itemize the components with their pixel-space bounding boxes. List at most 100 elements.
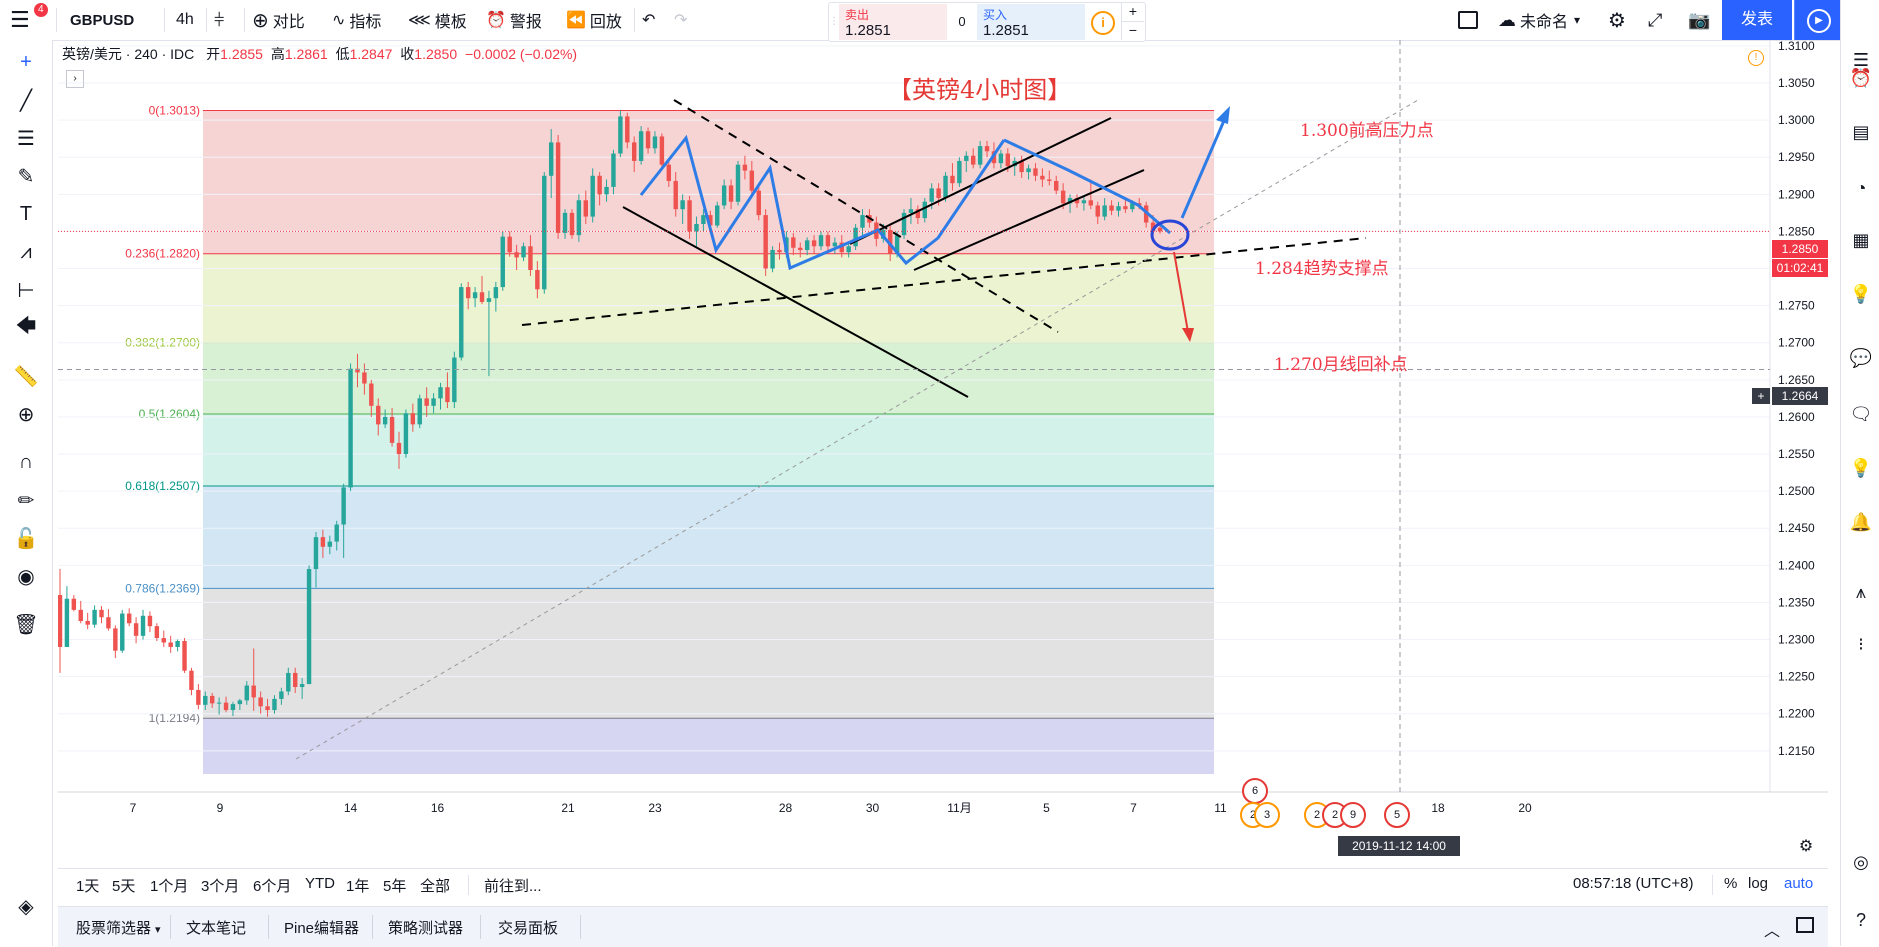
zoom-in-icon[interactable]: ⊕ xyxy=(17,403,35,426)
layout-button[interactable] xyxy=(1458,0,1478,40)
range-button-1m[interactable]: 1个月 xyxy=(150,878,189,895)
annotation-support[interactable]: 1.284趋势支撑点 xyxy=(1255,259,1389,279)
ruler-icon[interactable]: 📏 xyxy=(13,365,39,388)
collapse-panel-button[interactable]: ︿ xyxy=(1764,917,1780,941)
wave-path-2[interactable] xyxy=(1003,138,1171,235)
trading-icon[interactable]: ⩚ xyxy=(1855,581,1867,602)
watchlist-icon[interactable]: ☰ xyxy=(1852,49,1870,70)
range-button-ytd[interactable]: YTD xyxy=(305,875,335,892)
fullscreen-button[interactable]: ⤢ xyxy=(1648,0,1662,40)
layers-icon[interactable]: ◈ xyxy=(18,895,34,918)
alert-button[interactable]: ⏰ 警报 xyxy=(486,0,542,40)
magnet-icon[interactable]: ∩ xyxy=(18,450,34,473)
crosshair-icon[interactable]: + xyxy=(20,50,32,73)
add-alert-plus-icon[interactable]: + xyxy=(1752,388,1770,404)
range-button-3m[interactable]: 3个月 xyxy=(201,878,240,895)
annotation-monthly-gap[interactable]: 1.270月线回补点 xyxy=(1274,355,1408,375)
range-button-6m[interactable]: 6个月 xyxy=(253,878,292,895)
support-circle[interactable] xyxy=(1150,219,1190,251)
info-icon[interactable]: i xyxy=(1091,11,1115,35)
legend-expand-button[interactable]: › xyxy=(66,70,84,88)
templates-button[interactable]: ⋘ 模板 xyxy=(408,0,467,40)
goto-date-button[interactable]: 前往到... xyxy=(484,878,542,895)
fib-retracement-icon[interactable]: ☰ xyxy=(17,127,35,150)
trend-line-icon[interactable]: ╱ xyxy=(19,89,33,112)
range-button-1d[interactable]: 1天 xyxy=(76,878,100,895)
symbol-search[interactable]: GBPUSD xyxy=(70,11,135,29)
uptrend-channel-upper[interactable] xyxy=(849,117,1112,245)
sell-button[interactable]: 卖出 1.2851 xyxy=(839,4,947,40)
interval-button[interactable]: 4h xyxy=(176,11,194,28)
range-button-1y[interactable]: 1年 xyxy=(346,878,370,895)
arrow-back-icon[interactable]: 🡄 xyxy=(15,315,37,337)
percent-scale-button[interactable]: % xyxy=(1724,875,1738,892)
menu-button[interactable]: ☰ 4 xyxy=(10,0,48,40)
uptrend-channel-lower[interactable] xyxy=(913,169,1145,271)
arrow-down-line[interactable] xyxy=(1173,251,1189,333)
event-badge[interactable]: 3 xyxy=(1254,802,1280,828)
help-icon[interactable]: ? xyxy=(1855,909,1866,930)
long-term-support-line[interactable] xyxy=(295,99,1419,760)
lock-icon[interactable]: 🔓 xyxy=(13,527,39,550)
brush-icon[interactable]: ✎ xyxy=(17,165,35,188)
redo-button[interactable]: ↷ xyxy=(674,0,687,40)
tab-pine-editor[interactable]: Pine编辑器 xyxy=(284,920,360,937)
chat-icon[interactable]: 💬 xyxy=(1849,347,1873,368)
wave-path-1[interactable] xyxy=(639,134,1006,271)
chart-settings-gear-icon[interactable]: ⚙ xyxy=(1798,838,1814,855)
event-badge[interactable]: 9 xyxy=(1340,802,1366,828)
publish-button[interactable]: 发表 xyxy=(1722,0,1792,40)
dom-icon[interactable]: ⁝ xyxy=(1858,633,1864,654)
indicators-button[interactable]: ∿ 指标 xyxy=(332,0,381,40)
hotlist-icon[interactable]: ◔ xyxy=(1855,177,1867,198)
support-trendline[interactable] xyxy=(521,237,1367,326)
tab-stock-screener[interactable]: 股票筛选器 ▾ xyxy=(76,917,161,938)
drawings[interactable] xyxy=(295,99,1419,760)
tab-text-notes[interactable]: 文本笔记 xyxy=(186,920,247,937)
settings-button[interactable]: ⚙ xyxy=(1608,0,1626,40)
range-button-5y[interactable]: 5年 xyxy=(383,878,407,895)
messages-icon[interactable]: 🗨 xyxy=(1849,403,1873,424)
drag-handle-icon[interactable]: ⋮ xyxy=(829,16,839,27)
notification-bell-icon[interactable]: 🔔 xyxy=(1849,511,1873,532)
event-badge[interactable]: 5 xyxy=(1384,802,1410,828)
brand-icon[interactable]: ◎ xyxy=(1853,851,1869,872)
chart-area[interactable]: 0(1.3013) 0.236(1.2820) 0.382(1.2700) 0.5(1… xyxy=(58,40,1828,856)
log-scale-button[interactable]: log xyxy=(1748,875,1769,892)
idea-stream-icon[interactable]: 💡 xyxy=(1849,457,1873,478)
chart-style-button[interactable]: ⫩ xyxy=(214,0,224,40)
save-layout-button[interactable]: ☁ 未命名 ▾ xyxy=(1498,0,1580,40)
lock-drawing-icon[interactable]: ✏ xyxy=(17,489,35,512)
plus-icon[interactable]: + xyxy=(1121,3,1144,21)
event-badge[interactable]: 6 xyxy=(1242,778,1268,804)
tab-strategy-tester[interactable]: 策略测试器 xyxy=(388,920,464,937)
annotation-resistance[interactable]: 1.300前高压力点 xyxy=(1300,121,1434,141)
range-button-5d[interactable]: 5天 xyxy=(112,878,136,895)
text-icon[interactable]: T xyxy=(19,202,33,225)
symbol-title[interactable]: 英镑/美元 · 240 · IDC xyxy=(62,46,195,62)
clock-timezone[interactable]: 08:57:18 (UTC+8) xyxy=(1573,875,1694,892)
compare-button[interactable]: ⊕ 对比 xyxy=(252,0,305,40)
undo-button[interactable]: ↶ xyxy=(642,0,655,40)
alerts-icon[interactable]: ⏰ xyxy=(1849,67,1873,88)
arrow-up-line[interactable] xyxy=(1180,115,1228,219)
maximize-panel-button[interactable] xyxy=(1796,917,1814,937)
tab-trading-panel[interactable]: 交易面板 xyxy=(498,920,559,937)
downtrend-channel-upper[interactable] xyxy=(673,99,1059,333)
minus-icon[interactable]: − xyxy=(1121,21,1144,40)
trash-icon[interactable]: 🗑 xyxy=(13,613,39,636)
data-window-icon[interactable]: ▤ xyxy=(1852,121,1870,142)
auto-scale-button[interactable]: auto xyxy=(1784,875,1814,892)
prediction-icon[interactable]: ⊢ xyxy=(17,279,35,302)
replay-button[interactable]: ⏪ 回放 xyxy=(566,0,622,40)
snapshot-button[interactable]: 📷 xyxy=(1688,0,1710,40)
buy-button[interactable]: 买入 1.2851 xyxy=(977,4,1085,40)
downtrend-channel-lower[interactable] xyxy=(622,206,969,398)
publish-video-button[interactable]: ▶ xyxy=(1794,0,1841,40)
calendar-icon[interactable]: ▦ xyxy=(1852,229,1870,250)
eye-icon[interactable]: ◉ xyxy=(17,565,35,588)
pattern-icon[interactable]: ⩘ xyxy=(20,240,32,263)
warning-icon[interactable]: ! xyxy=(1748,50,1764,66)
chart-canvas[interactable]: 0(1.3013)0.236(1.2820)0.382(1.2700)0.5(1… xyxy=(58,40,1828,832)
range-button-all[interactable]: 全部 xyxy=(420,878,451,895)
